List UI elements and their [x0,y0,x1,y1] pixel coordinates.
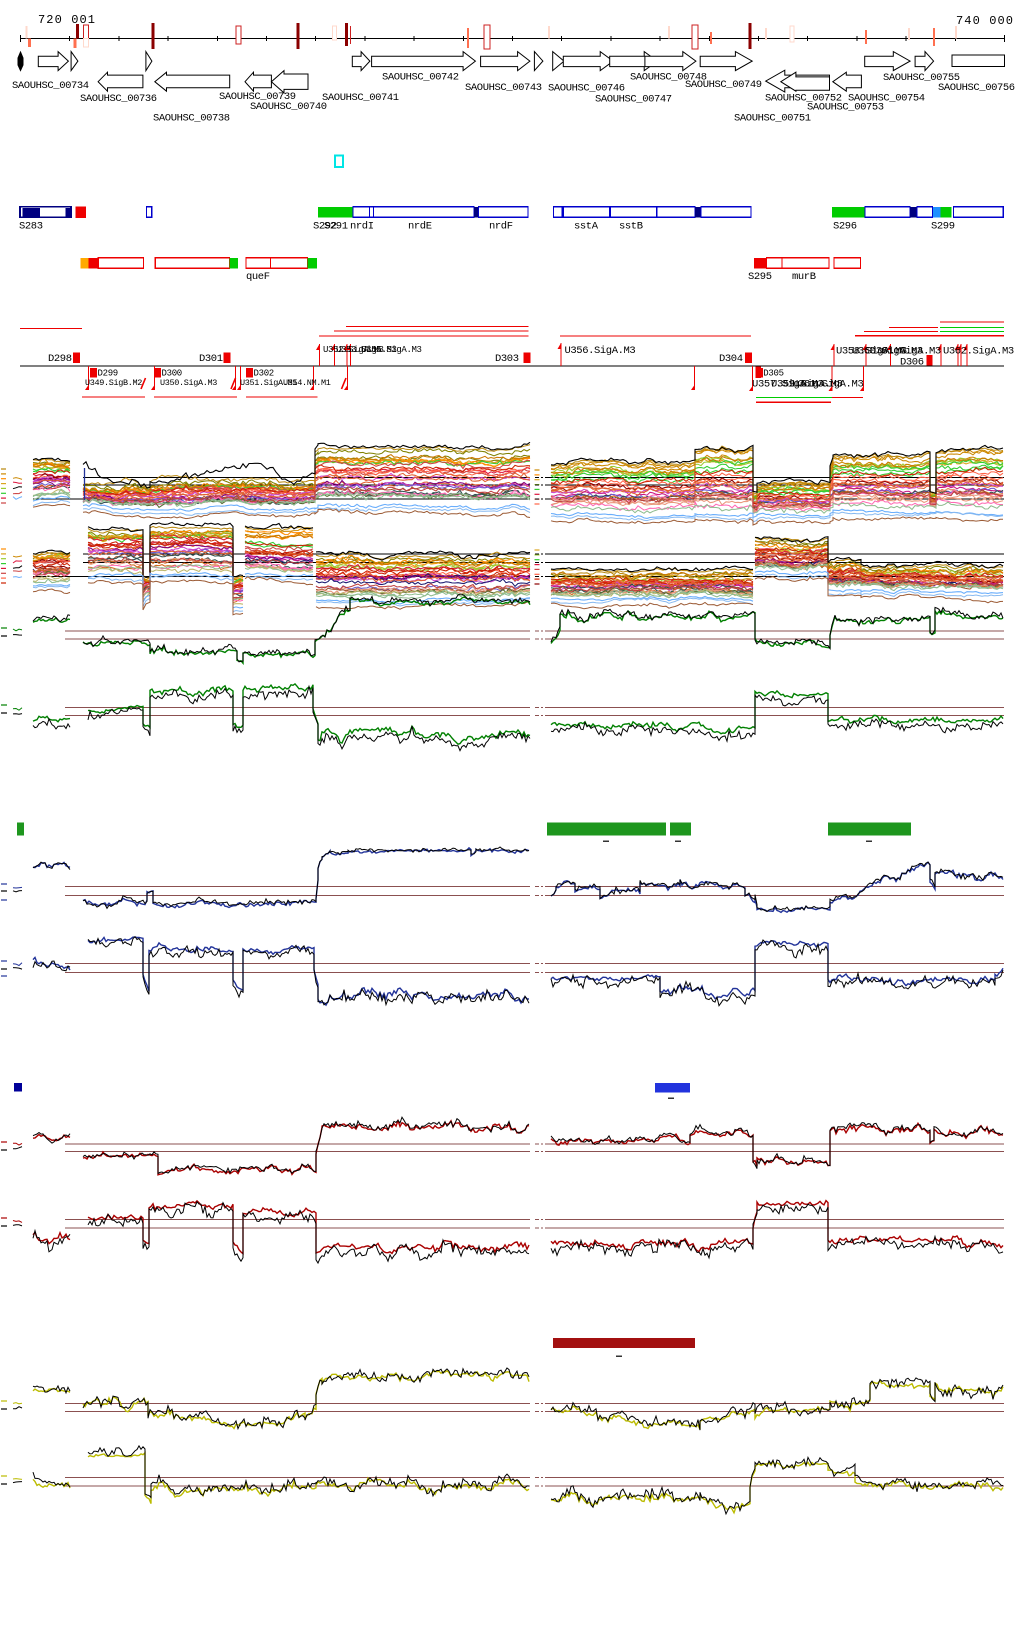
svg-text:S291: S291 [324,221,348,233]
svg-text:720 001: 720 001 [38,13,96,27]
svg-text:SAOUHSC_00740: SAOUHSC_00740 [250,101,327,113]
svg-text:nrdF: nrdF [489,221,513,233]
svg-text:D303: D303 [495,353,519,365]
svg-text:S283: S283 [19,221,43,233]
svg-text:SAOUHSC_00739: SAOUHSC_00739 [219,91,296,103]
svg-text:D298: D298 [48,353,72,365]
svg-text:SAOUHSC_00746: SAOUHSC_00746 [548,82,625,94]
svg-text:740 000: 740 000 [956,14,1014,28]
svg-text:U361.SigA.M3: U361.SigA.M3 [870,345,941,357]
svg-text:sstA: sstA [574,221,599,233]
svg-text:S296: S296 [833,221,857,233]
svg-text:U354.NM.M1: U354.NM.M1 [283,378,331,388]
svg-text:nrdE: nrdE [408,221,432,233]
svg-text:queF: queF [246,271,270,283]
svg-text:U351.SigA.M1: U351.SigA.M1 [240,378,297,388]
svg-text:U356.SigA.M3: U356.SigA.M3 [565,345,636,357]
svg-text:U352.SigA.M3: U352.SigA.M3 [323,345,384,355]
svg-text:D300: D300 [162,369,182,379]
svg-text:SAOUHSC_00755: SAOUHSC_00755 [883,72,960,84]
svg-text:sstB: sstB [619,221,643,233]
svg-text:U355.SigA.M3: U355.SigA.M3 [361,345,422,355]
svg-text:U353.SigA.M3: U353.SigA.M3 [336,345,397,355]
svg-text:SAOUHSC_00736: SAOUHSC_00736 [80,93,157,105]
svg-text:nrdI: nrdI [350,221,374,233]
svg-text:U358.SigA.M3: U358.SigA.M3 [836,345,907,357]
svg-text:SAOUHSC_00756: SAOUHSC_00756 [938,82,1015,94]
svg-text:U361.SigA.M3: U361.SigA.M3 [792,379,863,391]
svg-text:D301: D301 [199,353,223,365]
svg-text:U360.SigA.M3: U360.SigA.M3 [852,345,923,357]
svg-text:S295: S295 [748,271,772,283]
svg-text:SAOUHSC_00738: SAOUHSC_00738 [153,113,230,125]
svg-text:SAOUHSC_00754: SAOUHSC_00754 [848,93,925,105]
svg-text:SAOUHSC_00752: SAOUHSC_00752 [765,93,842,105]
svg-text:SAOUHSC_00742: SAOUHSC_00742 [382,72,459,84]
svg-text:SAOUHSC_00749: SAOUHSC_00749 [685,79,762,91]
svg-text:D305: D305 [763,369,783,379]
svg-text:U349.SigB.M2: U349.SigB.M2 [85,378,142,388]
svg-text:D299: D299 [98,369,118,379]
svg-text:U362.SigA.M3: U362.SigA.M3 [943,345,1014,357]
svg-text:U359.SigA.M3: U359.SigA.M3 [771,379,842,391]
svg-text:SAOUHSC_00741: SAOUHSC_00741 [322,92,399,104]
svg-text:S299: S299 [931,221,955,233]
svg-text:D306: D306 [900,357,924,369]
svg-text:SAOUHSC_00743: SAOUHSC_00743 [465,82,542,94]
svg-text:SAOUHSC_00748: SAOUHSC_00748 [630,71,707,83]
svg-text:U350.SigA.M3: U350.SigA.M3 [160,378,217,388]
svg-text:D304: D304 [719,353,743,365]
svg-text:SAOUHSC_00734: SAOUHSC_00734 [12,80,89,92]
svg-text:murB: murB [792,271,816,283]
svg-text:SAOUHSC_00751: SAOUHSC_00751 [734,113,811,125]
svg-text:D302: D302 [254,369,274,379]
svg-text:S292: S292 [313,221,337,233]
svg-text:SAOUHSC_00753: SAOUHSC_00753 [807,102,884,114]
svg-text:SAOUHSC_00747: SAOUHSC_00747 [595,94,672,106]
svg-text:U357.SigA.M3: U357.SigA.M3 [752,379,823,391]
